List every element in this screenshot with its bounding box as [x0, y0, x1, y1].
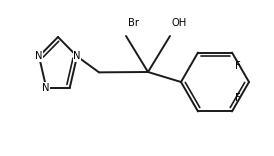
Text: Br: Br — [128, 18, 139, 28]
Text: N: N — [73, 51, 81, 61]
Text: N: N — [35, 51, 43, 61]
Text: F: F — [235, 93, 241, 103]
Text: F: F — [235, 61, 241, 71]
Text: OH: OH — [172, 18, 187, 28]
Text: N: N — [42, 83, 50, 93]
